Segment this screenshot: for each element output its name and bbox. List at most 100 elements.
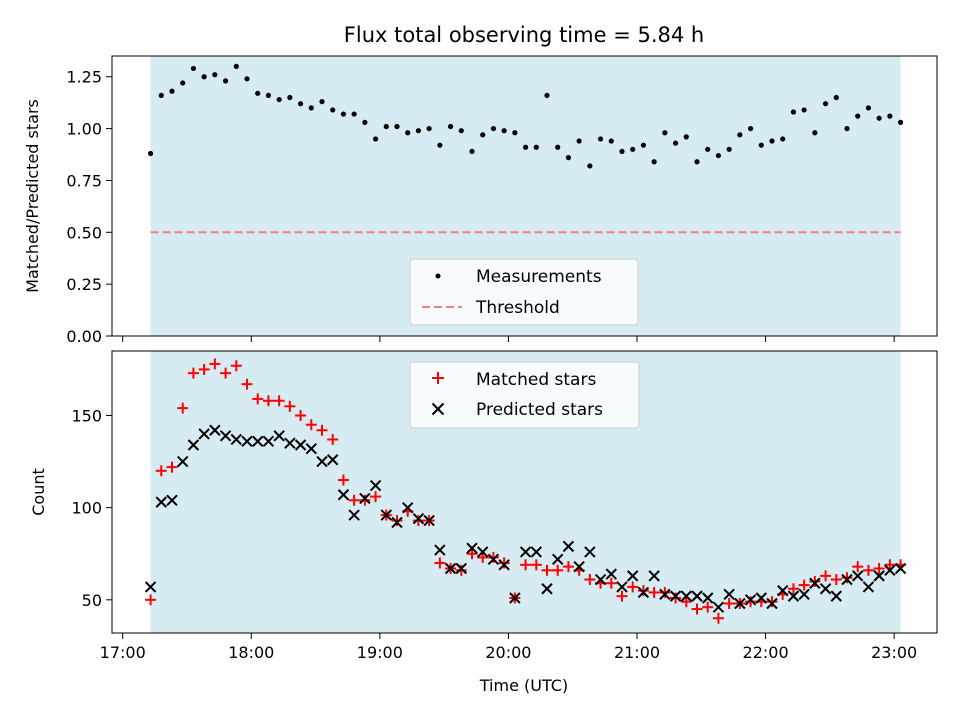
matched-star-point: [337, 474, 349, 486]
matched-star-point: [670, 592, 682, 604]
predicted-star-point: [509, 592, 521, 604]
plot-frame-top: [111, 55, 938, 337]
measurement-point: [651, 159, 657, 165]
matched-star-point: [487, 551, 499, 563]
matched-star-point: [220, 367, 232, 379]
y-tick-label: 150: [71, 407, 102, 426]
predicted-star-point: [766, 597, 778, 610]
ratio-panel: Flux total observing time = 5.84 h Match…: [23, 23, 938, 346]
predicted-star-point: [637, 586, 650, 599]
measurement-point: [501, 128, 507, 134]
plot-frame-bottom: [111, 350, 938, 634]
measurement-point: [855, 113, 861, 119]
matched-star-point: [680, 596, 692, 608]
y-tick-label: 100: [71, 499, 102, 518]
matched-star-point: [391, 515, 403, 527]
predicted-star-point: [691, 590, 703, 602]
measurement-point: [694, 159, 700, 165]
predicted-star-point: [852, 570, 864, 582]
measurement-point: [469, 148, 475, 155]
legend-count: Matched stars Predicted stars: [409, 361, 640, 429]
predicted-star-point: [530, 546, 542, 558]
measurement-point: [340, 111, 347, 117]
measurement-point: [276, 96, 282, 103]
predicted-star-point: [391, 516, 403, 529]
predicted-star-point: [369, 479, 382, 492]
matched-star-point: [262, 395, 274, 407]
matched-star-point: [691, 603, 703, 615]
predicted-star-point: [873, 570, 885, 582]
measurement-point: [190, 65, 197, 72]
predicted-star-point: [498, 559, 510, 571]
measurement-point: [330, 107, 336, 113]
measurement-point: [362, 119, 368, 125]
measurement-point: [297, 101, 304, 107]
measurement-point: [522, 144, 529, 150]
y-tick-label: 0.75: [66, 171, 102, 190]
predicted-star-point: [466, 542, 478, 554]
matched-star-point: [552, 564, 564, 576]
legend-marker-matched: [432, 372, 444, 384]
matched-star-point: [177, 402, 189, 414]
measurement-point: [555, 144, 561, 150]
predicted-star-point: [830, 590, 842, 602]
measurement-point: [533, 144, 539, 150]
predicted-star-point: [841, 573, 853, 586]
measurement-point: [597, 136, 604, 142]
predicted-star-point: [680, 590, 692, 602]
measurement-point: [437, 142, 443, 148]
predicted-star-point: [894, 562, 907, 575]
matched-star-point: [145, 594, 157, 606]
measurement-point: [233, 63, 239, 69]
matched-star-point: [284, 400, 296, 412]
measurement-point: [887, 113, 893, 119]
measurement-point: [212, 72, 218, 78]
matched-star-point: [466, 548, 478, 560]
predicted-star-point: [562, 540, 575, 553]
y-tick-label: 0.50: [66, 223, 102, 242]
measurement-point: [576, 138, 582, 144]
predicted-star-point: [798, 588, 810, 601]
matched-star-point: [241, 378, 253, 390]
matched-star-point: [787, 583, 799, 595]
predicted-star-point: [605, 568, 617, 580]
matched-star-point: [648, 586, 660, 598]
measurement-point: [790, 109, 797, 115]
predicted-star-point: [669, 590, 682, 602]
measurement-point: [426, 125, 432, 132]
y-tick-label: 50: [82, 591, 102, 610]
x-tick-label: 17:00: [100, 643, 146, 662]
x-tick-label: 19:00: [357, 643, 403, 662]
measurement-point: [619, 148, 625, 155]
legend-marker-measurements: [435, 273, 441, 279]
predicted-star-point: [177, 455, 189, 468]
count-panel: Count Time (UTC) 50 100 150 17:00 18:00 19:0…: [29, 350, 938, 695]
measurement-point: [812, 130, 818, 136]
measurement-point: [394, 123, 400, 130]
predicted-star-point: [573, 560, 585, 573]
matched-star-point: [798, 579, 810, 591]
measurement-point: [662, 130, 668, 136]
predicted-star-point: [252, 435, 264, 448]
predicted-star-point: [423, 514, 435, 527]
legend-label-predicted: Predicted stars: [476, 400, 603, 420]
matched-star-point: [455, 564, 467, 576]
predicted-star-point: [412, 513, 425, 525]
measurement-point: [876, 115, 882, 121]
measurement-point: [630, 146, 636, 152]
matched-star-point: [295, 410, 307, 422]
x-tick-label: 18:00: [228, 643, 274, 662]
predicted-star-point: [819, 583, 832, 595]
measurement-point: [715, 152, 722, 159]
matched-star-point: [745, 596, 757, 608]
measurement-point: [147, 150, 154, 157]
measurement-point: [287, 94, 293, 101]
matched-star-point: [412, 515, 424, 527]
measurement-point: [480, 132, 486, 138]
measurement-point: [769, 138, 775, 144]
x-tick-label: 22:00: [743, 643, 789, 662]
measurement-point: [158, 92, 164, 99]
predicted-star-point: [219, 430, 232, 442]
matched-star-point: [359, 494, 371, 506]
